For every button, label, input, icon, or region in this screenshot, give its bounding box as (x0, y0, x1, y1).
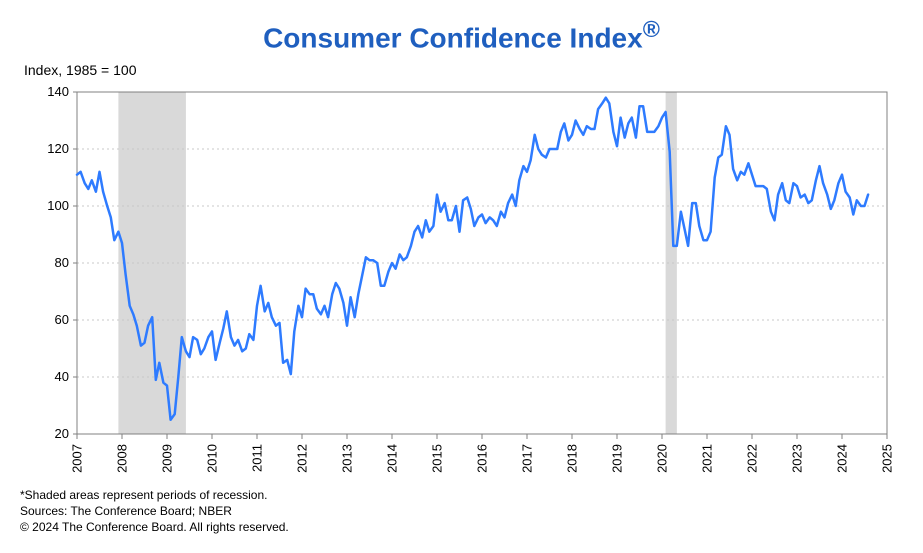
svg-text:2023: 2023 (789, 444, 804, 473)
svg-text:120: 120 (47, 141, 69, 156)
svg-text:2022: 2022 (744, 444, 759, 473)
svg-text:2016: 2016 (474, 444, 489, 473)
svg-text:80: 80 (54, 255, 68, 270)
svg-text:2021: 2021 (699, 444, 714, 473)
svg-text:2010: 2010 (204, 444, 219, 473)
footnote-sources: Sources: The Conference Board; NBER (20, 504, 903, 520)
svg-text:2018: 2018 (564, 444, 579, 473)
svg-text:2007: 2007 (69, 444, 84, 473)
svg-text:2020: 2020 (654, 444, 669, 473)
svg-text:2017: 2017 (519, 444, 534, 473)
svg-text:40: 40 (54, 369, 68, 384)
title-text: Consumer Confidence Index (263, 22, 643, 53)
svg-text:2024: 2024 (834, 444, 849, 473)
chart-footnotes: *Shaded areas represent periods of reces… (20, 488, 903, 535)
title-sup: ® (643, 16, 660, 42)
svg-text:2014: 2014 (384, 444, 399, 473)
chart-container: 20 40 60 80 100 120 140 2007 2008 2009 2010 2011 201… (22, 82, 902, 482)
svg-text:2025: 2025 (879, 444, 894, 473)
svg-text:60: 60 (54, 312, 68, 327)
footnote-recession: *Shaded areas represent periods of reces… (20, 488, 903, 504)
svg-text:100: 100 (47, 198, 69, 213)
svg-text:2009: 2009 (159, 444, 174, 473)
svg-text:2015: 2015 (429, 444, 444, 473)
chart-title: Consumer Confidence Index® (20, 16, 903, 54)
svg-text:2012: 2012 (294, 444, 309, 473)
svg-text:2011: 2011 (249, 444, 264, 472)
chart-subtitle: Index, 1985 = 100 (24, 62, 903, 78)
svg-text:2008: 2008 (114, 444, 129, 473)
svg-text:20: 20 (54, 426, 68, 441)
svg-text:140: 140 (47, 84, 69, 99)
footnote-copyright: © 2024 The Conference Board. All rights … (20, 520, 903, 536)
line-chart: 20 40 60 80 100 120 140 2007 2008 2009 2010 2011 201… (22, 82, 902, 482)
svg-text:2019: 2019 (609, 444, 624, 473)
svg-text:2013: 2013 (339, 444, 354, 473)
